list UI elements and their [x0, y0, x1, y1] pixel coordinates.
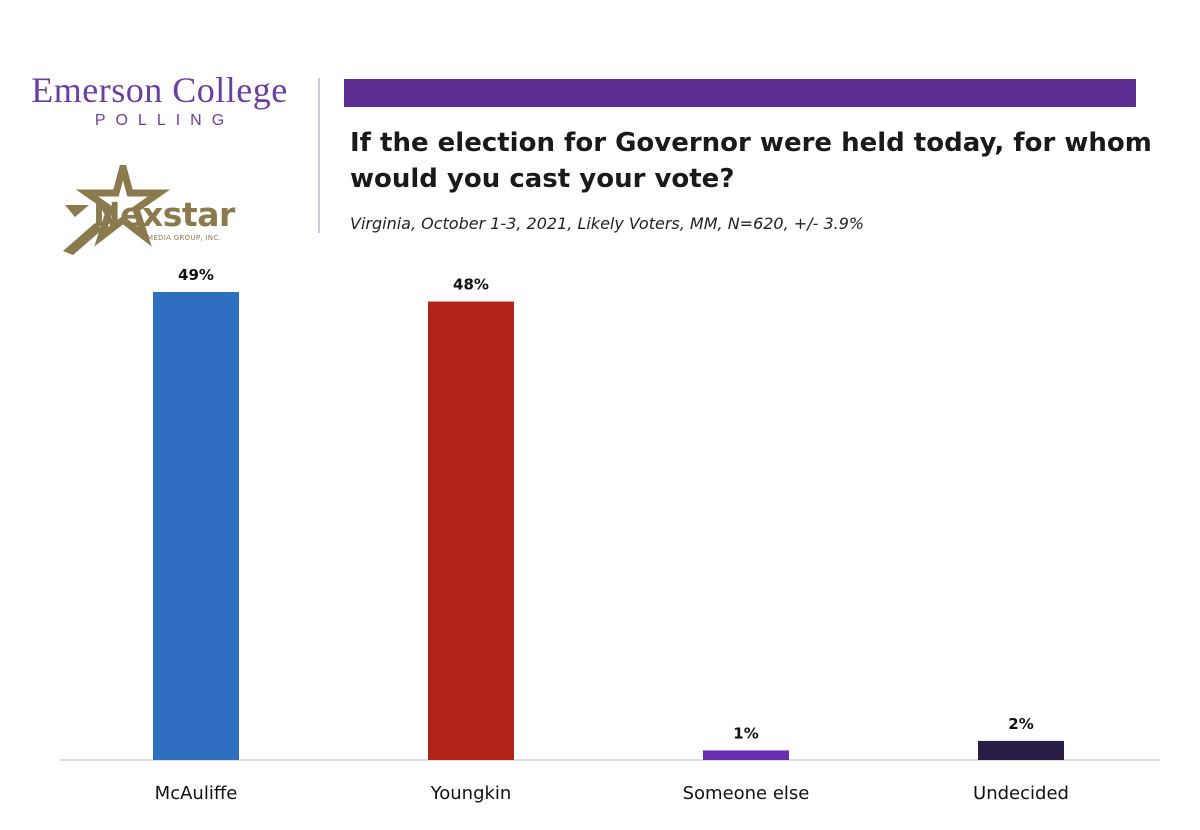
- nexstar-wordmark: Nexstar: [93, 195, 235, 234]
- category-label: Undecided: [973, 783, 1069, 804]
- nexstar-tagline: MEDIA GROUP, INC.: [147, 234, 222, 242]
- bar-youngkin: [428, 301, 514, 760]
- emerson-logo-sub: POLLING: [94, 112, 235, 129]
- title-accent-bar: [344, 79, 1136, 107]
- chart-subtitle: Virginia, October 1-3, 2021, Likely Vote…: [350, 214, 865, 233]
- nexstar-logo: Nexstar MEDIA GROUP, INC.: [55, 165, 245, 257]
- emerson-logo-name: Emerson College: [31, 70, 288, 110]
- category-label: Youngkin: [430, 783, 512, 804]
- header-divider: [318, 78, 320, 233]
- category-label: McAuliffe: [155, 783, 238, 804]
- data-label: 1%: [733, 724, 758, 742]
- category-label: Someone else: [683, 783, 810, 804]
- nexstar-star-icon: [63, 165, 171, 255]
- emerson-college-polling-logo: Emerson College POLLING: [22, 70, 297, 130]
- bar-mcauliffe: [153, 292, 239, 760]
- chart-title: If the election for Governor were held t…: [350, 128, 1152, 194]
- data-label: 49%: [178, 266, 214, 284]
- data-label: 48%: [453, 276, 489, 294]
- bar-undecided: [978, 740, 1064, 760]
- data-label: 2%: [1008, 715, 1033, 733]
- bar-someone-else: [703, 750, 789, 760]
